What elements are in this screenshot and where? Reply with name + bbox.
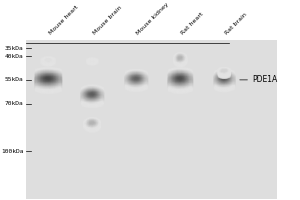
Text: Rat heart: Rat heart (180, 11, 204, 36)
Text: 100kDa: 100kDa (1, 149, 24, 154)
Text: Rat brain: Rat brain (224, 12, 248, 36)
Text: Mouse heart: Mouse heart (48, 4, 79, 36)
Text: 70kDa: 70kDa (5, 101, 24, 106)
Text: 55kDa: 55kDa (5, 77, 24, 82)
Text: 40kDa: 40kDa (5, 54, 24, 59)
Text: PDE1A: PDE1A (252, 75, 278, 84)
Text: Mouse brain: Mouse brain (92, 5, 123, 36)
Text: 35kDa: 35kDa (5, 46, 24, 51)
Text: Mouse kidney: Mouse kidney (136, 1, 170, 36)
